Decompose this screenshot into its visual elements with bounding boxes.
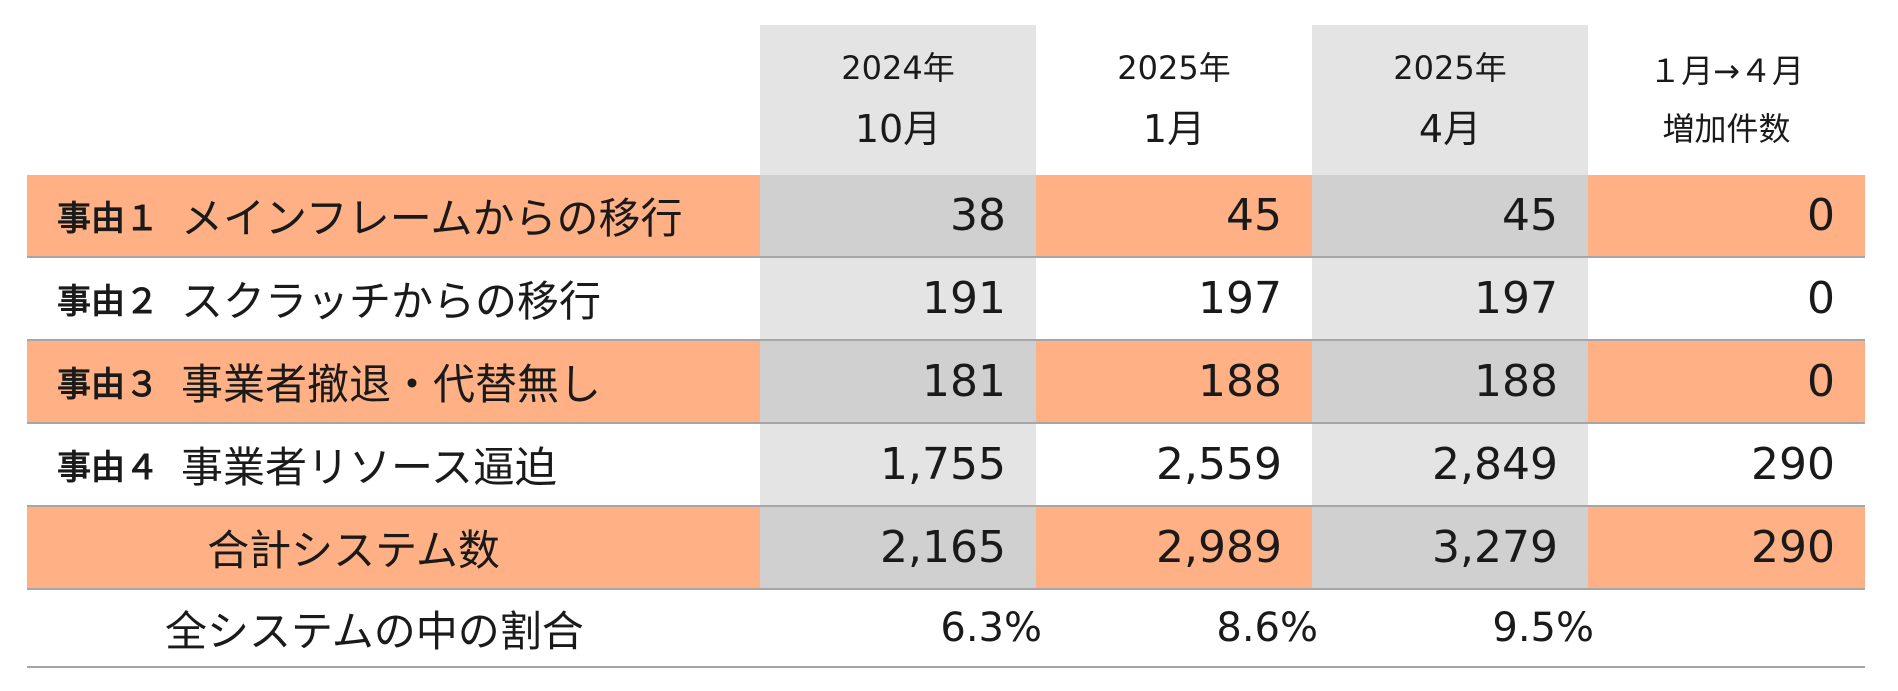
table-header: 2024年 10月 2025年 1月 2025年 4月 １月→４月 増加件数 bbox=[27, 25, 1865, 175]
header-col-2025-01: 2025年 1月 bbox=[1036, 25, 1312, 175]
reason-text: 事業者リソース逼迫 bbox=[181, 443, 557, 492]
table-cell: 188 bbox=[1312, 341, 1588, 422]
table-row-reason-1: 事由１ メインフレームからの移行 38 45 45 0 bbox=[27, 175, 1865, 258]
header-month: 4月 bbox=[1418, 107, 1482, 151]
table-cell: 0 bbox=[1807, 273, 1835, 324]
header-month: 1月 bbox=[1142, 107, 1206, 151]
reason-text: スクラッチからの移行 bbox=[181, 277, 602, 326]
header-col-2025-04: 2025年 4月 bbox=[1312, 25, 1588, 175]
table-cell: 8.6% bbox=[1036, 590, 1318, 666]
header-corner bbox=[27, 25, 760, 175]
reason-number: 事由１ bbox=[57, 199, 159, 239]
table-cell: 188 bbox=[1036, 341, 1312, 422]
header-month: 10月 bbox=[854, 107, 942, 151]
table-cell: 2,165 bbox=[760, 507, 1036, 588]
table-row-total: 合計システム数 2,165 2,989 3,279 290 bbox=[27, 507, 1865, 590]
ratio-value: 8.6% bbox=[1216, 605, 1318, 651]
reason-number: 事由４ bbox=[57, 448, 159, 488]
table-cell: 290 bbox=[1588, 507, 1865, 588]
header-period: １月→４月 bbox=[1649, 52, 1804, 90]
table-cell: 0 bbox=[1588, 175, 1865, 256]
row-label: 事由４ 事業者リソース逼迫 bbox=[27, 424, 760, 505]
table-cell: 197 bbox=[1198, 273, 1282, 324]
total-label: 合計システム数 bbox=[27, 507, 760, 588]
row-label: 事由２ スクラッチからの移行 bbox=[27, 258, 760, 339]
table-cell: 38 bbox=[760, 175, 1036, 256]
table-cell: 181 bbox=[760, 341, 1036, 422]
table-cell: 45 bbox=[1312, 175, 1588, 256]
table-cell: 45 bbox=[1036, 175, 1312, 256]
ratio-label: 全システムの中の割合 bbox=[165, 606, 584, 656]
table-row-ratio: 全システムの中の割合 6.3% 8.6% 9.5% bbox=[27, 590, 1865, 668]
table-cell: 6.3% bbox=[760, 590, 1042, 666]
table-cell: 3,279 bbox=[1312, 507, 1588, 588]
table-cell: 197 bbox=[1312, 258, 1588, 339]
reason-number: 事由２ bbox=[57, 282, 159, 322]
ratio-value: 9.5% bbox=[1492, 605, 1594, 651]
header-year: 2025年 bbox=[1393, 49, 1507, 87]
table-row-reason-3: 事由３ 事業者撤退・代替無し 181 188 188 0 bbox=[27, 341, 1865, 424]
reason-text: 事業者撤退・代替無し bbox=[181, 360, 602, 409]
table-row-reason-2: 事由２ スクラッチからの移行 191 197 197 0 bbox=[27, 258, 1865, 341]
table-cell: 2,849 bbox=[1312, 424, 1588, 505]
table-cell: 191 bbox=[760, 258, 1036, 339]
reason-number: 事由３ bbox=[57, 365, 159, 405]
header-col-2024-10: 2024年 10月 bbox=[760, 25, 1036, 175]
header-increase-label: 増加件数 bbox=[1662, 110, 1791, 148]
system-migration-table: 2024年 10月 2025年 1月 2025年 4月 １月→４月 増加件数 事… bbox=[27, 25, 1865, 668]
header-year: 2025年 bbox=[1117, 49, 1231, 87]
row-label: 事由３ 事業者撤退・代替無し bbox=[27, 341, 760, 422]
header-col-increase: １月→４月 増加件数 bbox=[1588, 25, 1865, 175]
table-cell: 2,989 bbox=[1036, 507, 1312, 588]
ratio-value: 6.3% bbox=[940, 605, 1042, 651]
table-cell: 2,559 bbox=[1156, 439, 1282, 490]
header-year: 2024年 bbox=[841, 49, 955, 87]
table-cell: 9.5% bbox=[1312, 590, 1594, 666]
table-row-reason-4: 事由４ 事業者リソース逼迫 1,755 2,559 2,849 290 bbox=[27, 424, 1865, 507]
table-cell: 0 bbox=[1588, 341, 1865, 422]
row-label: 事由１ メインフレームからの移行 bbox=[27, 175, 760, 256]
reason-text: メインフレームからの移行 bbox=[181, 194, 683, 243]
table-cell: 290 bbox=[1751, 439, 1835, 490]
table-cell: 1,755 bbox=[760, 424, 1036, 505]
table-cell-empty bbox=[1588, 590, 1865, 666]
